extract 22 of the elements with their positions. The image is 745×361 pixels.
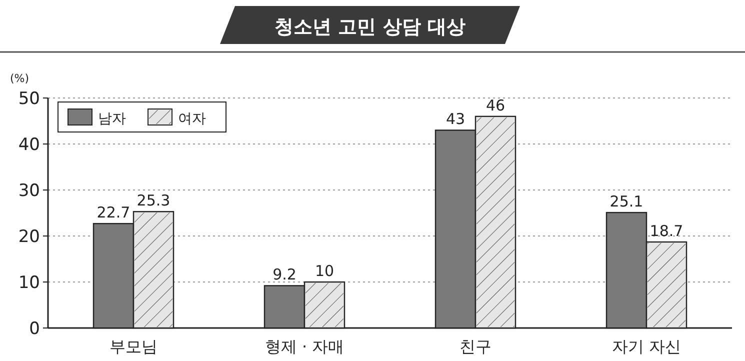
chart-title: 청소년 고민 상담 대상	[274, 16, 466, 38]
legend-label: 여자	[178, 111, 206, 127]
y-tick-label: 20	[18, 227, 40, 247]
x-tick-label: 형제 · 자매	[264, 337, 344, 356]
data-label: 25.3	[136, 192, 170, 210]
data-label: 9.2	[272, 266, 296, 284]
y-tick-label: 30	[18, 181, 40, 201]
data-label: 46	[486, 96, 506, 114]
y-tick-label: 40	[18, 135, 40, 155]
data-label: 10	[314, 262, 334, 280]
data-label: 25.1	[610, 192, 644, 211]
y-tick-label: 50	[18, 89, 40, 109]
x-tick-label: 자기 자신	[612, 337, 682, 356]
data-label: 43	[446, 110, 466, 128]
y-tick-label: 10	[18, 273, 40, 293]
data-label: 18.7	[650, 222, 684, 240]
y-axis-title: (%)	[10, 72, 30, 85]
data-label: 22.7	[96, 204, 130, 222]
x-tick-label: 친구	[460, 337, 492, 356]
x-tick-label: 부모님	[110, 337, 158, 356]
legend-label: 남자	[98, 111, 126, 127]
y-tick-label: 0	[29, 319, 40, 339]
